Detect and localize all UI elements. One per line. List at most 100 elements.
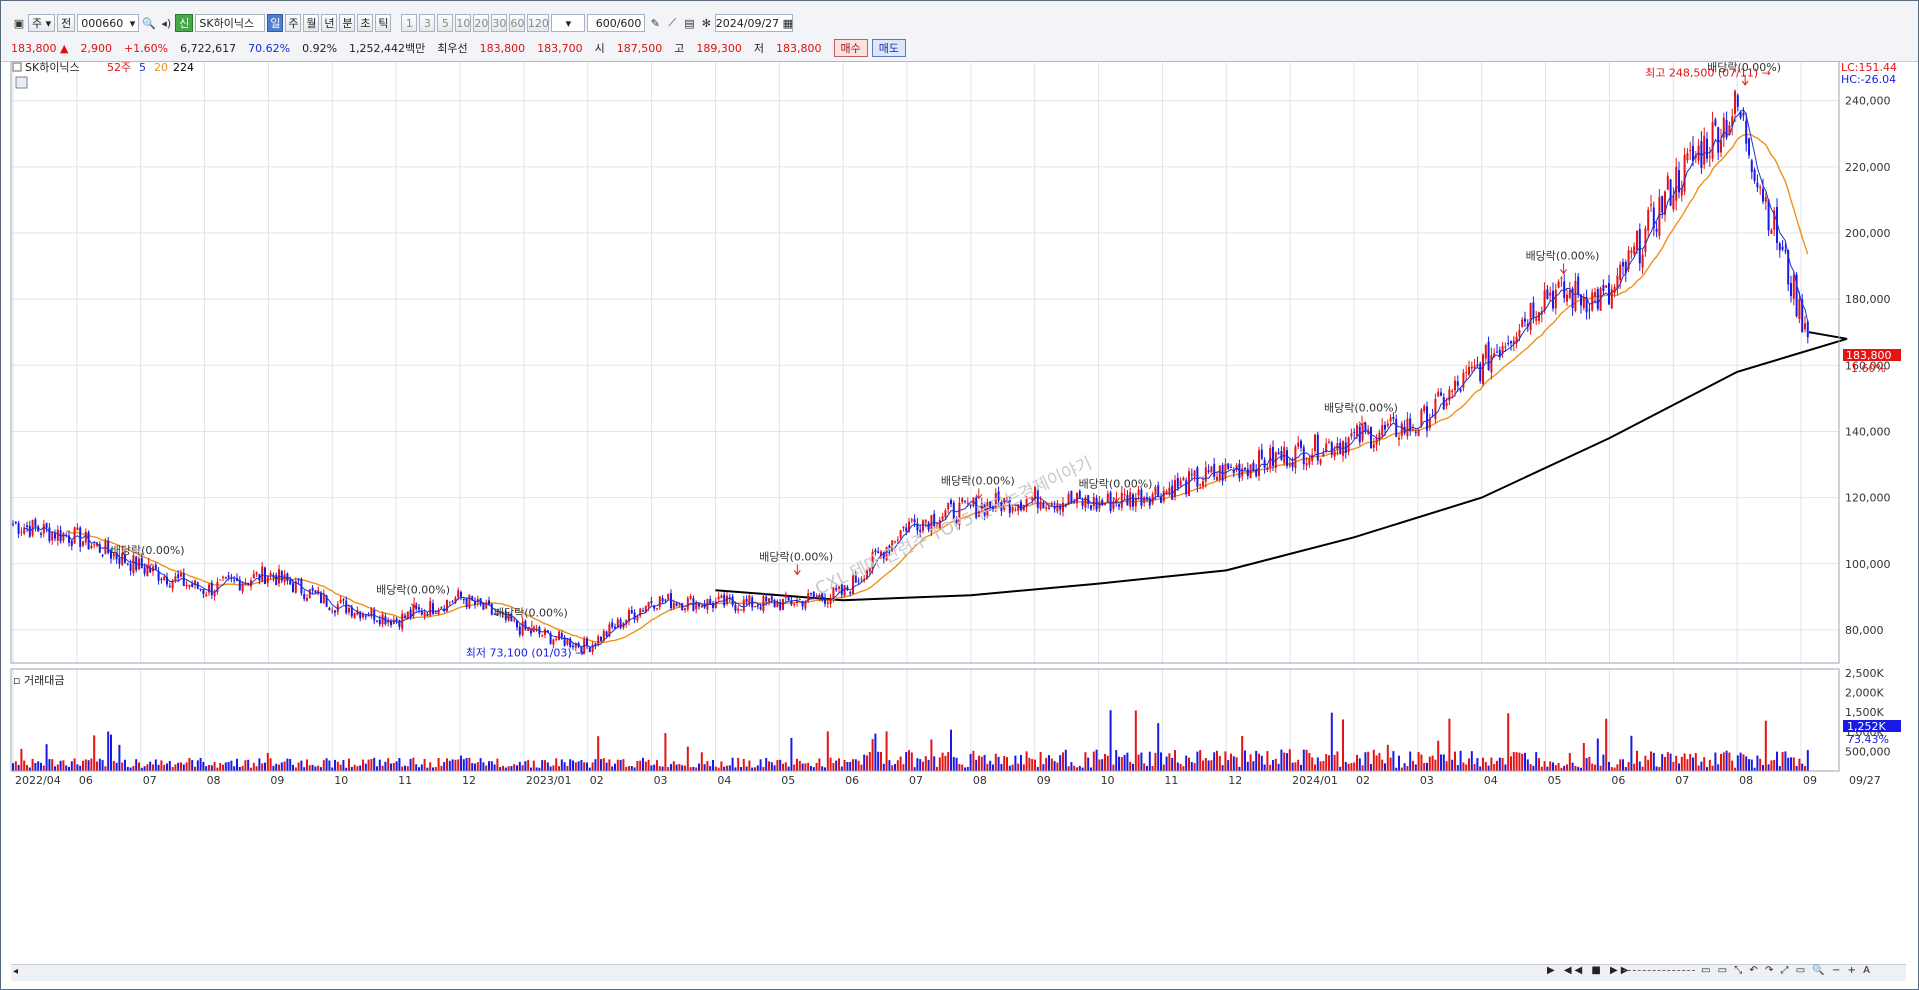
buy-button[interactable]: 매수 bbox=[833, 39, 868, 57]
candle-body bbox=[1459, 389, 1462, 392]
interval-select[interactable]: ▾ bbox=[551, 14, 586, 32]
volume-bar bbox=[544, 760, 546, 771]
volume-bar bbox=[275, 763, 278, 771]
candle-body bbox=[1347, 437, 1350, 452]
interval-buttons: 1 3 5 10 20 30 60 120 bbox=[401, 14, 551, 32]
candle-body bbox=[742, 599, 745, 612]
volume-bar bbox=[1703, 757, 1706, 771]
period-button-4[interactable]: 분 bbox=[339, 14, 356, 32]
candle-body bbox=[824, 597, 826, 604]
period-button-3[interactable]: 년 bbox=[321, 14, 338, 32]
period-button-0[interactable]: 일 bbox=[267, 14, 284, 32]
candle-body bbox=[1669, 179, 1672, 206]
price-chart[interactable]: 80,000 100,000 120,000 140,000 160,000 180,00… bbox=[1, 61, 1918, 961]
candle-body bbox=[359, 611, 362, 619]
candle-body bbox=[160, 579, 163, 581]
volume-panel-labels: ▫ 거래대금 1,252K 73.43% bbox=[13, 674, 1901, 746]
scroll-left-icon[interactable]: ◂ bbox=[13, 966, 19, 977]
candle-body bbox=[569, 638, 572, 647]
interval-button-20[interactable]: 20 bbox=[473, 14, 490, 32]
volume-bar bbox=[1162, 764, 1165, 771]
volume-bar bbox=[1168, 753, 1171, 771]
code-input[interactable]: 000660 ▾ bbox=[77, 14, 140, 32]
candle-body bbox=[1672, 195, 1675, 210]
view-icons[interactable]: ▭ ▭ ⤡ ↶ ↷ ⤢ ▭ 🔍 − + A bbox=[1701, 965, 1872, 976]
volume-bar bbox=[1140, 752, 1143, 771]
volume-bar bbox=[1235, 757, 1238, 771]
volume-bar bbox=[1627, 762, 1630, 771]
volume-bar bbox=[644, 761, 647, 771]
volume-bar bbox=[1762, 764, 1764, 771]
volume-bar bbox=[1434, 759, 1437, 771]
interval-button-30[interactable]: 30 bbox=[491, 14, 508, 32]
type-select[interactable]: 주 ▾ bbox=[28, 14, 56, 32]
grid-toggle-icon[interactable] bbox=[15, 76, 28, 89]
volume-bar bbox=[401, 766, 404, 771]
volume-bar bbox=[17, 764, 20, 771]
search-icon[interactable]: 🔍 bbox=[142, 16, 157, 30]
candle-body bbox=[597, 636, 600, 646]
volume-bar bbox=[205, 766, 208, 771]
date-field[interactable]: 2024/09/27 ▦ bbox=[715, 14, 794, 32]
candle-body bbox=[765, 596, 768, 602]
candle-body bbox=[1014, 509, 1017, 511]
count-total: /600 bbox=[616, 16, 642, 30]
candle-body bbox=[913, 519, 916, 523]
interval-button-10[interactable]: 10 bbox=[455, 14, 472, 32]
interval-button-1[interactable]: 1 bbox=[401, 14, 418, 32]
period-button-5[interactable]: 초 bbox=[357, 14, 374, 32]
interval-button-120[interactable]: 120 bbox=[527, 14, 550, 32]
dividend-annotation: 배당락(0.00%) bbox=[111, 544, 185, 557]
candle-body bbox=[605, 631, 608, 636]
interval-button-60[interactable]: 60 bbox=[509, 14, 526, 32]
candle-body bbox=[801, 600, 804, 607]
count-field[interactable]: 600/600 bbox=[587, 14, 646, 32]
candle-body bbox=[213, 591, 216, 597]
volume-bar bbox=[807, 762, 810, 771]
candle-body bbox=[560, 633, 563, 638]
interval-button-5[interactable]: 5 bbox=[437, 14, 454, 32]
sound-icon[interactable]: ◂) bbox=[161, 16, 172, 30]
volume-bar bbox=[1000, 764, 1003, 771]
volume-bar bbox=[633, 767, 636, 771]
volume-bar bbox=[129, 767, 132, 771]
all-button[interactable]: 전 bbox=[57, 14, 76, 32]
candle-body bbox=[513, 619, 516, 621]
volume-bar bbox=[1120, 757, 1123, 771]
candle-body bbox=[614, 626, 616, 629]
horizontal-scrollbar[interactable]: ◂ ▶ ◀◀ ■ ▶▶ ▭ ▭ ⤡ ↶ ↷ ⤢ ▭ 🔍 − + A bbox=[11, 964, 1906, 981]
volume-bar bbox=[1510, 756, 1512, 771]
volume-bar bbox=[1146, 765, 1148, 771]
period-button-1[interactable]: 주 bbox=[285, 14, 302, 32]
trend-icon[interactable]: ⟋ bbox=[668, 16, 677, 29]
candle-body bbox=[1059, 505, 1062, 510]
candle-body bbox=[348, 607, 350, 613]
candle-body bbox=[667, 593, 670, 600]
interval-button-3[interactable]: 3 bbox=[419, 14, 436, 32]
stock-name-field[interactable]: SK하이닉스 bbox=[195, 14, 266, 32]
playback-icons[interactable]: ▶ ◀◀ ■ ▶▶ bbox=[1547, 965, 1632, 976]
candle-body bbox=[1076, 492, 1078, 504]
candle-body bbox=[516, 620, 518, 628]
volume-bar bbox=[947, 752, 950, 771]
volume-bar bbox=[818, 758, 821, 771]
period-button-2[interactable]: 월 bbox=[303, 14, 320, 32]
candle-body bbox=[793, 604, 796, 606]
period-button-6[interactable]: 틱 bbox=[375, 14, 392, 32]
x-tick-label: 2024/01 bbox=[1292, 774, 1338, 787]
sell-button[interactable]: 매도 bbox=[871, 39, 907, 57]
volume-bar bbox=[479, 758, 482, 771]
volume-bar bbox=[440, 765, 443, 771]
zoom-slider[interactable] bbox=[1623, 970, 1695, 975]
volume-bar bbox=[798, 760, 801, 771]
volume-bar bbox=[927, 759, 930, 771]
gear-icon[interactable]: ✻ bbox=[701, 16, 712, 30]
volume-bar bbox=[653, 764, 656, 771]
volume-bar bbox=[922, 761, 924, 771]
save-icon[interactable]: ▤ bbox=[684, 16, 695, 30]
volume-bar bbox=[538, 767, 541, 771]
volume-bar bbox=[840, 766, 843, 771]
volume-bar bbox=[1804, 766, 1806, 771]
tools-icon[interactable]: ✎ bbox=[650, 16, 661, 30]
window-icon[interactable]: ▣ bbox=[13, 16, 25, 30]
